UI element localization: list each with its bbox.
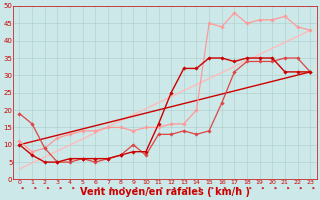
X-axis label: Vent moyen/en rafales ( km/h ): Vent moyen/en rafales ( km/h ) bbox=[80, 187, 250, 197]
